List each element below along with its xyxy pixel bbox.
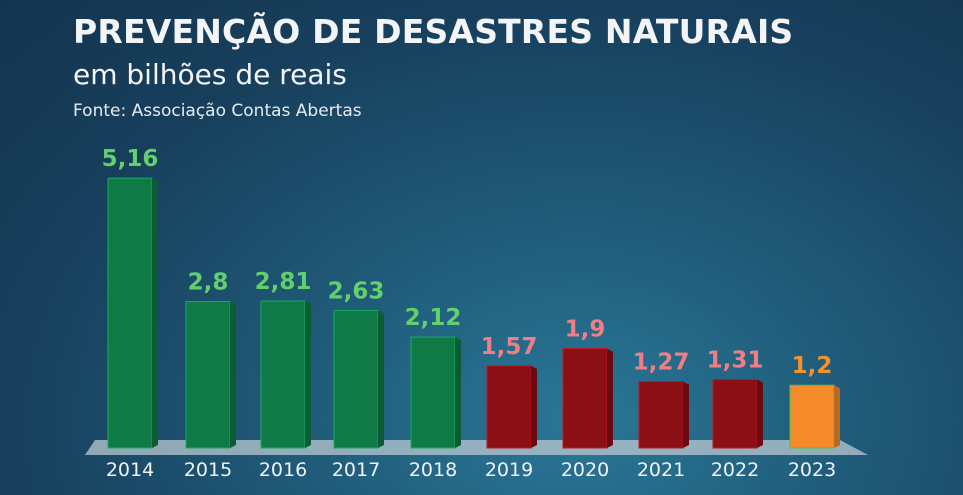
value-label: 1,57 xyxy=(481,334,538,360)
bar-side-2023 xyxy=(834,385,840,448)
value-label: 2,12 xyxy=(405,305,462,331)
value-label: 2,63 xyxy=(328,278,385,304)
x-tick-label: 2019 xyxy=(485,459,533,481)
bar-side-2017 xyxy=(378,310,384,448)
x-tick-label: 2021 xyxy=(637,459,685,481)
value-label: 2,8 xyxy=(188,270,229,296)
chart-source: Fonte: Associação Contas Abertas xyxy=(73,101,362,121)
bar-side-2014 xyxy=(152,178,158,448)
x-tick-label: 2020 xyxy=(561,459,609,481)
bar-side-2019 xyxy=(531,365,537,448)
value-label: 2,81 xyxy=(255,269,312,295)
bar-2018 xyxy=(410,336,456,449)
bar-2023 xyxy=(789,384,835,449)
bar-side-2020 xyxy=(607,348,613,448)
bar-2014 xyxy=(107,177,153,449)
x-tick-label: 2014 xyxy=(106,459,154,481)
bar-2022 xyxy=(712,378,758,449)
value-label: 1,31 xyxy=(707,347,764,373)
x-tick-label: 2016 xyxy=(259,459,307,481)
x-tick-label: 2022 xyxy=(711,459,759,481)
x-tick-label: 2015 xyxy=(184,459,232,481)
x-tick-label: 2018 xyxy=(409,459,457,481)
value-label: 1,27 xyxy=(633,350,690,376)
value-label: 1,9 xyxy=(565,317,606,343)
bar-2019 xyxy=(486,365,532,449)
chart-subtitle: em bilhões de reais xyxy=(73,58,347,91)
bar-2021 xyxy=(638,381,684,449)
x-tick-label: 2023 xyxy=(788,459,836,481)
bar-side-2018 xyxy=(455,337,461,448)
chart-title: PREVENÇÃO DE DESASTRES NATURAIS xyxy=(73,12,794,51)
bar-side-2016 xyxy=(305,301,311,448)
bar-2017 xyxy=(333,309,379,449)
bar-2020 xyxy=(562,348,608,449)
bar-side-2022 xyxy=(757,379,763,448)
value-label: 1,2 xyxy=(792,353,833,379)
bar-side-2021 xyxy=(683,381,689,448)
bar-side-2015 xyxy=(230,301,236,448)
value-label: 5,16 xyxy=(102,146,159,172)
x-tick-label: 2017 xyxy=(332,459,380,481)
bar-2016 xyxy=(260,300,306,449)
bar-2015 xyxy=(185,301,231,449)
